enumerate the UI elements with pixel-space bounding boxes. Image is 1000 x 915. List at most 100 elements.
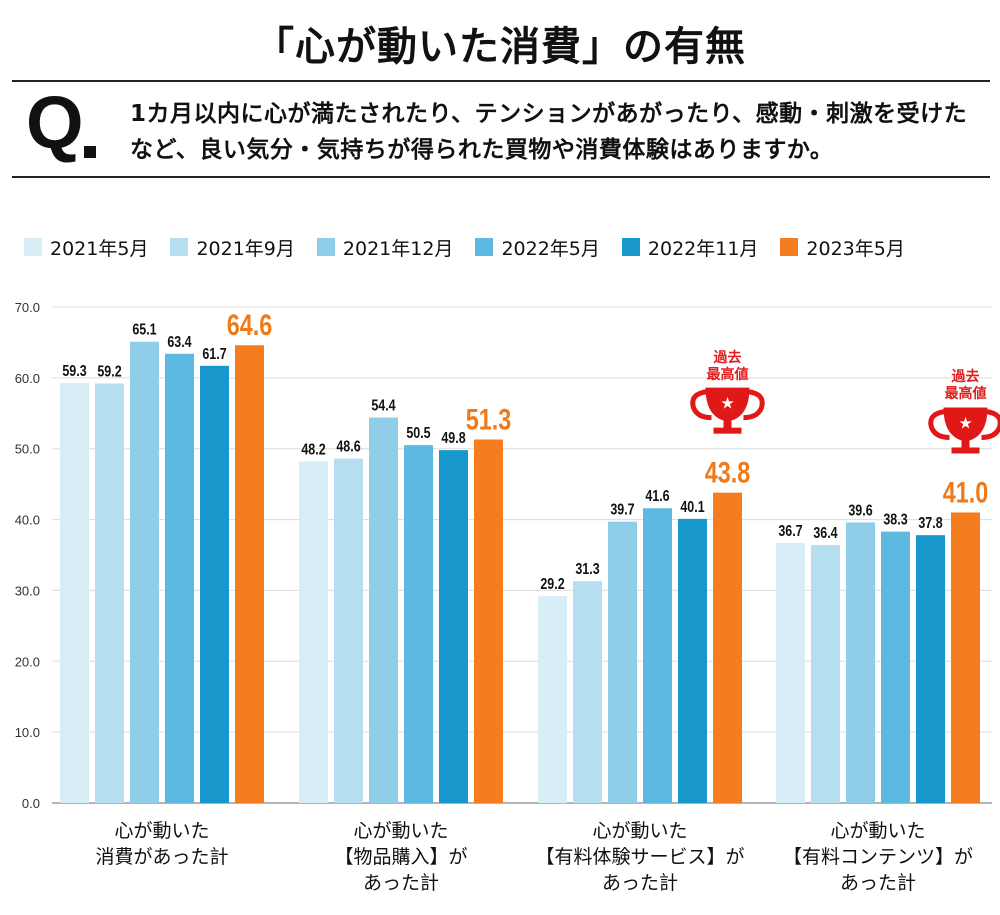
legend-swatch [621,238,640,256]
question-mark: Q [26,81,84,164]
legend-label: 2021年12月 [342,237,454,260]
bar [369,417,398,803]
data-label: 41.6 [645,488,669,506]
data-label: 54.4 [371,397,395,415]
trophy-handle [690,389,712,421]
record-high-text: 最高値 [944,386,987,403]
data-label: 63.4 [167,333,191,351]
bar [439,450,468,803]
bar [713,492,742,803]
data-label: 61.7 [202,345,226,363]
category-label-line: 【有料体験サービス】が [535,846,745,868]
category-label-line: 心が動いた [592,820,688,842]
record-high-text: 過去 [713,349,742,366]
trophy-cup [705,387,750,422]
bar [474,439,503,803]
data-label: 38.3 [883,511,907,529]
y-tick-label: 10.0 [15,725,40,740]
category-label-line: あった計 [601,872,678,894]
bar [573,581,602,803]
legend-label: 2022年11月 [647,237,759,260]
data-label: 50.5 [406,425,430,443]
bar [643,508,672,803]
data-label: 49.8 [441,430,465,448]
data-label: 36.7 [778,523,802,541]
trophy-handle [743,389,765,421]
data-label: 31.3 [575,561,599,579]
data-label: 59.3 [62,362,86,380]
data-label: 48.6 [336,438,360,456]
bar [165,353,194,803]
data-label: 40.1 [680,498,704,516]
question-text: 1カ月以内に心が満たされたり、テンションがあがったり、感動・刺激を受けたなど、良… [130,101,968,163]
legend-label: 2022年5月 [501,237,600,260]
trophy-handle [928,409,950,440]
trophy-base [951,447,980,454]
trophy-icon: ★ [690,387,765,434]
category-label: 心が動いた【有料体験サービス】が あった計 [530,818,750,896]
star-icon: ★ [958,413,972,432]
record-high-text: 過去 [951,369,980,386]
category-label-line: 心が動いた [830,820,926,842]
trophy-stem [723,420,732,429]
trophy-icon: ★ [928,407,1000,454]
y-tick-label: 30.0 [15,583,40,598]
bar [299,461,328,803]
top-divider [12,80,990,82]
y-tick-label: 70.0 [15,300,40,315]
record-high-text: 最高値 [706,366,749,383]
legend-swatch [24,238,42,256]
y-tick-label: 60.0 [15,371,40,386]
bar [846,522,875,803]
legend-label: 2021年5月 [50,237,149,260]
data-label: 41.0 [943,476,989,509]
star-icon: ★ [720,394,734,413]
y-tick-label: 20.0 [15,654,40,669]
page-title: 「心が動いた消費」の有無 [254,24,746,70]
category-label-line: 心が動いた [114,820,210,842]
data-label: 29.2 [540,576,564,594]
legend-item: 2022年5月 [475,234,600,261]
category-label-line: 心が動いた [353,820,449,842]
trophy-base [713,427,742,434]
bar [95,383,124,803]
legend-swatch [316,238,335,256]
legend-item: 2021年12月 [316,234,454,261]
question-dot [84,146,96,158]
trophy-stem [961,440,970,449]
legend-label: 2021年9月 [196,237,295,260]
legend-swatch [780,238,799,256]
legend-swatch [475,238,494,256]
bar [951,512,980,803]
bar [881,531,910,803]
category-label: 心が動いた 【物品購入】が あった計 [291,818,511,896]
bar [334,458,363,803]
data-label: 37.8 [918,515,942,533]
category-label-line: 【物品購入】が [334,846,468,868]
category-label-line: 【有料コンテンツ】が [782,846,973,868]
y-tick-label: 0.0 [22,796,40,811]
y-tick-label: 50.0 [15,442,40,457]
category-label-line: あった計 [839,872,916,894]
data-label: 59.2 [97,363,121,381]
bar [811,545,840,803]
category-label: 心が動いた 消費があった計 [52,818,272,870]
bottom-divider [12,176,990,178]
bar [678,518,707,803]
data-label: 36.4 [813,525,837,543]
legend-item: 2022年11月 [621,234,759,261]
legend: 2021年5月 2021年9月 2021年12月 2022年5月 2022年11月 202… [24,232,905,262]
y-tick-label: 40.0 [15,513,40,528]
bar [776,542,805,803]
record-high-label: 過去 最高値 [688,350,768,384]
bar [60,382,89,803]
bar [200,365,229,803]
data-label: 51.3 [466,403,512,436]
data-label: 39.7 [610,501,634,519]
bar [608,521,637,803]
legend-label: 2023年5月 [806,237,905,260]
legend-swatch [170,238,189,256]
legend-item: 2023年5月 [780,234,905,261]
bar [130,341,159,803]
